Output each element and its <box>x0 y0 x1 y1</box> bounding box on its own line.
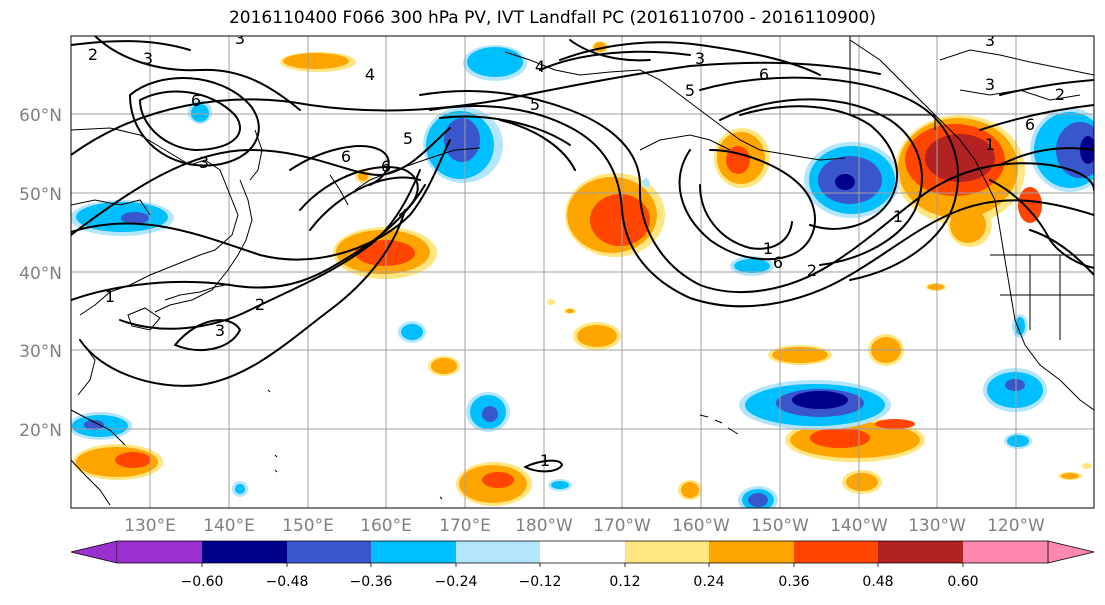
contour-label: 6 <box>191 91 201 110</box>
contour-label: 4 <box>535 57 545 76</box>
lon-label: 160°W <box>672 516 730 536</box>
colorbar-extend-high <box>1047 540 1095 564</box>
lon-label: 150°W <box>751 516 809 536</box>
lon-label: 180°W <box>515 516 573 536</box>
contour-label: 6 <box>1025 115 1035 134</box>
colorbar-tick-label: −0.36 <box>350 574 393 590</box>
lat-label: 60°N <box>19 106 62 126</box>
colorbar-bin <box>878 541 963 563</box>
lon-label: 150°E <box>282 516 334 536</box>
contour-label: 3 <box>215 321 225 340</box>
colorbar-tick-label: 0.60 <box>947 574 978 590</box>
colorbar-tick-label: −0.24 <box>435 574 478 590</box>
colorbar-bin <box>371 541 456 563</box>
lon-axis: 130°E 140°E 150°E 160°E 170°E 180°W 170°… <box>124 516 1045 536</box>
contour-label: 2 <box>807 261 817 280</box>
contour-label: 3 <box>199 153 209 172</box>
pv-contours <box>71 36 1094 473</box>
contour-label: 5 <box>403 129 413 148</box>
lat-axis: 60°N 50°N 40°N 30°N 20°N <box>19 106 62 441</box>
colorbar-tick-label: −0.48 <box>266 574 309 590</box>
colorbar-bin <box>202 541 287 563</box>
lon-label: 170°E <box>439 516 491 536</box>
contour-label: 3 <box>695 49 705 68</box>
contour-label: 1 <box>540 451 550 470</box>
colorbar-extend-low <box>70 540 118 564</box>
contour-label: 2 <box>1055 85 1065 104</box>
colorbar-tick-label: 0.36 <box>778 574 809 590</box>
lon-label: 160°E <box>360 516 412 536</box>
lat-label: 40°N <box>19 264 62 284</box>
lon-label: 120°W <box>987 516 1045 536</box>
contour-label: 6 <box>759 65 769 84</box>
lon-label: 170°W <box>593 516 651 536</box>
contour-labels: 2 3 4 3 5 6 3 5 6 6 3 5 4 3 3 1 2 3 6 1 … <box>88 29 1065 470</box>
colorbar-tick-label: −0.60 <box>181 574 224 590</box>
lon-label: 130°E <box>124 516 176 536</box>
lon-label: 130°W <box>908 516 966 536</box>
pv-anomaly-shading <box>71 41 1094 508</box>
colorbar-bin <box>963 541 1048 563</box>
contour-label: 1 <box>893 207 903 226</box>
colorbar-bin <box>794 541 878 563</box>
map-border <box>70 35 1095 509</box>
contour-label: 6 <box>773 253 783 272</box>
contour-label: 6 <box>341 147 351 166</box>
colorbar-bin <box>287 541 371 563</box>
lon-label: 140°W <box>830 516 888 536</box>
lon-label: 140°E <box>203 516 255 536</box>
contour-label: 5 <box>530 95 540 114</box>
contour-label: 1 <box>105 287 115 306</box>
contour-label: 6 <box>381 157 391 176</box>
contour-label: 2 <box>255 295 265 314</box>
contour-label: 5 <box>685 81 695 100</box>
colorbar-tick-label: 0.48 <box>862 574 893 590</box>
contour-label: 2 <box>88 45 98 64</box>
contour-label: 1 <box>763 239 773 258</box>
colorbar-tick-label: −0.12 <box>519 574 562 590</box>
colorbar: −0.60 −0.48 −0.36 −0.24 −0.12 0.12 0.24 … <box>70 540 1095 590</box>
contour-label: 3 <box>235 29 245 48</box>
contour-label: 3 <box>143 49 153 68</box>
contour-label: 3 <box>985 31 995 50</box>
contour-label: 4 <box>365 65 375 84</box>
colorbar-bin <box>625 541 709 563</box>
colorbar-tick-label: 0.12 <box>609 574 640 590</box>
contour-label: 3 <box>985 75 995 94</box>
lat-label: 20°N <box>19 421 62 441</box>
colorbar-bin <box>117 541 202 563</box>
lat-label: 50°N <box>19 185 62 205</box>
colorbar-bin <box>709 541 794 563</box>
graticule <box>71 36 1094 508</box>
colorbar-bin <box>456 541 540 563</box>
contour-label: 1 <box>985 135 995 154</box>
colorbar-tick-label: 0.24 <box>693 574 724 590</box>
lat-label: 30°N <box>19 342 62 362</box>
colorbar-bin <box>540 541 625 563</box>
map-title: 2016110400 F066 300 hPa PV, IVT Landfall… <box>228 8 876 28</box>
